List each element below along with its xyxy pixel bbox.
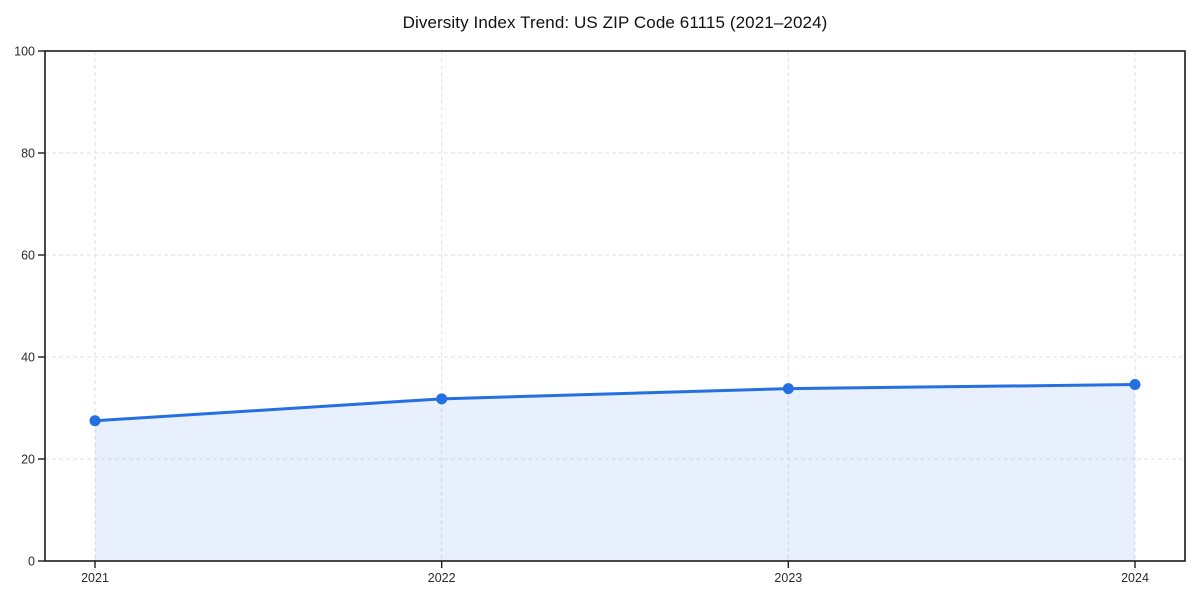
y-tick-label: 100 xyxy=(14,45,35,59)
plot-background xyxy=(45,51,1185,561)
area-fill xyxy=(95,384,1135,561)
y-tick-label: 0 xyxy=(28,555,35,569)
chart-title: Diversity Index Trend: US ZIP Code 61115… xyxy=(402,13,828,32)
plot-border xyxy=(44,50,1186,562)
data-point-marker xyxy=(782,383,794,395)
x-tick-label: 2024 xyxy=(1121,571,1149,585)
x-tick-label: 2022 xyxy=(428,571,456,585)
data-point-marker xyxy=(436,393,448,405)
y-tick-label: 60 xyxy=(21,249,35,263)
data-point-marker xyxy=(1129,379,1141,391)
y-tick-label: 80 xyxy=(21,147,35,161)
y-tick-label: 40 xyxy=(21,351,35,365)
y-tick-label: 20 xyxy=(21,453,35,467)
trend-line xyxy=(93,383,1137,423)
x-tick-label: 2021 xyxy=(81,571,109,585)
x-tick-label: 2023 xyxy=(774,571,802,585)
data-point-marker xyxy=(89,415,101,427)
